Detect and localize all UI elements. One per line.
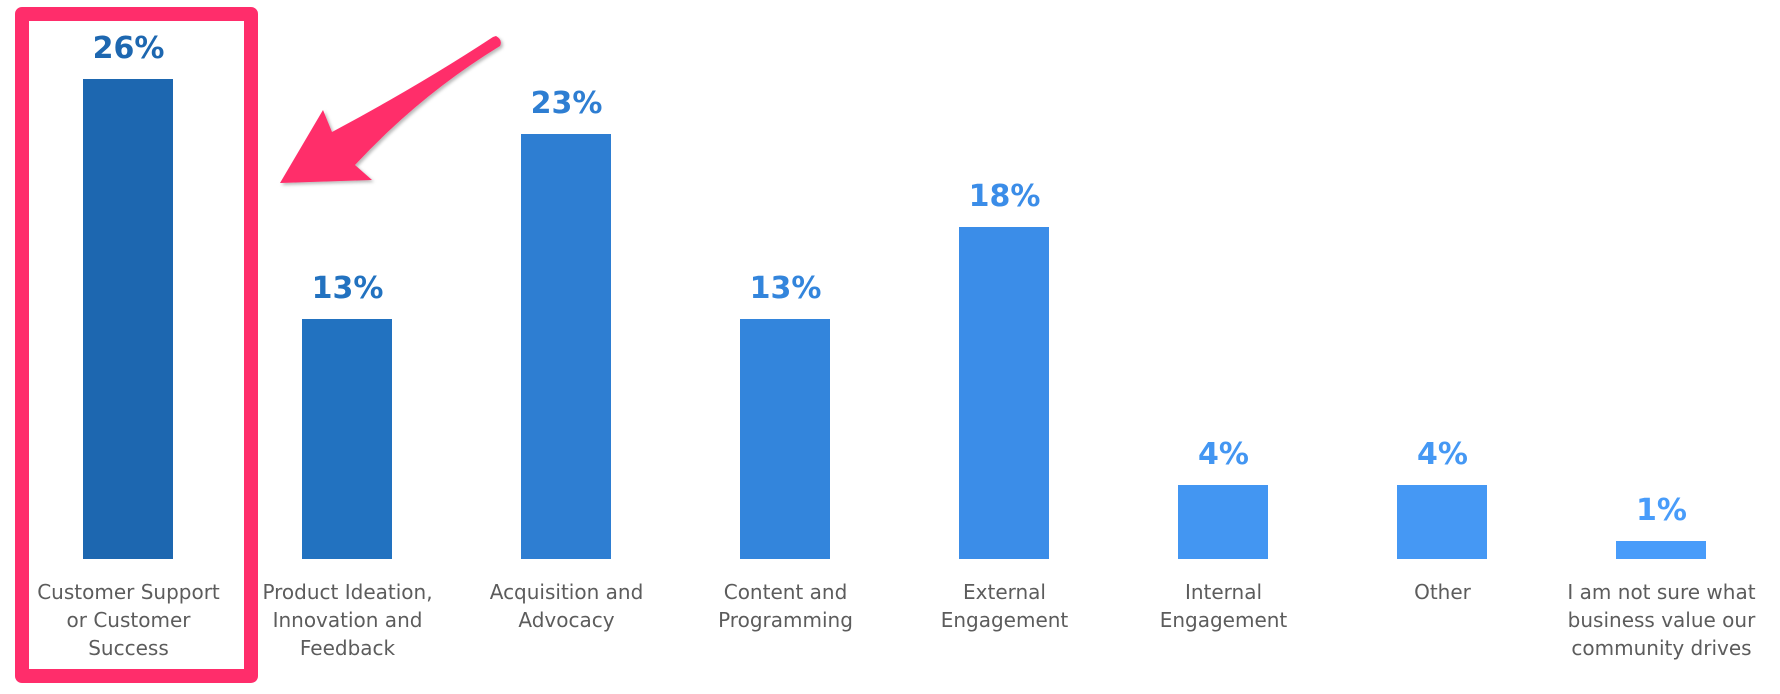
category-label-line: Customer Support [37,580,220,604]
bar-column: 4% Other [1333,0,1552,694]
bar-column: 13% Product Ideation, Innovation and Feedba… [238,0,457,694]
value-label: 4% [1198,437,1249,472]
value-label: 1% [1636,493,1687,528]
bar [1616,541,1706,559]
category-label-line: community drives [1571,636,1752,660]
bar-column: 4% Internal Engagement [1114,0,1333,694]
category-label-line: Innovation and [272,608,423,632]
value-label: 4% [1417,437,1468,472]
bar [83,79,173,559]
category-label-line: Content and [723,580,848,604]
bar [740,319,830,559]
category-label-line: I am not sure what [1567,580,1756,604]
bar-column: 18% External Engagement [895,0,1114,694]
category-label-line: Engagement [940,608,1069,632]
category-label: External Engagement [895,578,1114,634]
category-label: Other [1333,578,1552,606]
category-label-line: Other [1414,580,1471,604]
value-label: 13% [311,271,384,306]
category-label-line: Advocacy [518,608,615,632]
bar-column: 1% I am not sure what business value our co… [1552,0,1771,694]
bar [1178,485,1268,559]
category-label: Customer Support or Customer Success [19,578,238,662]
value-label: 13% [749,271,822,306]
bar [1397,485,1487,559]
category-label: Product Ideation, Innovation and Feedback [238,578,457,662]
value-label: 18% [968,179,1041,214]
category-label-line: or Customer [66,608,191,632]
category-label-line: Acquisition and [489,580,644,604]
category-label: Internal Engagement [1114,578,1333,634]
bar [959,227,1049,559]
bar [302,319,392,559]
category-label: Content and Programming [676,578,895,634]
category-label-line: Engagement [1159,608,1288,632]
bar-column: 26% Customer Support or Customer Success [19,0,238,694]
category-label-line: Programming [718,608,853,632]
bar [521,134,611,559]
value-label: 23% [530,86,603,121]
category-label-line: Product Ideation, [262,580,433,604]
category-label-line: business value our [1567,608,1756,632]
category-label-line: Feedback [299,636,396,660]
category-label-line: External [963,580,1046,604]
category-label-line: Internal [1184,580,1263,604]
category-label: Acquisition and Advocacy [457,578,676,634]
category-label: I am not sure what business value our comm… [1552,578,1771,662]
category-label-line: Success [88,636,169,660]
bar-column: 23% Acquisition and Advocacy [457,0,676,694]
value-label: 26% [92,31,165,66]
bar-column: 13% Content and Programming [676,0,895,694]
